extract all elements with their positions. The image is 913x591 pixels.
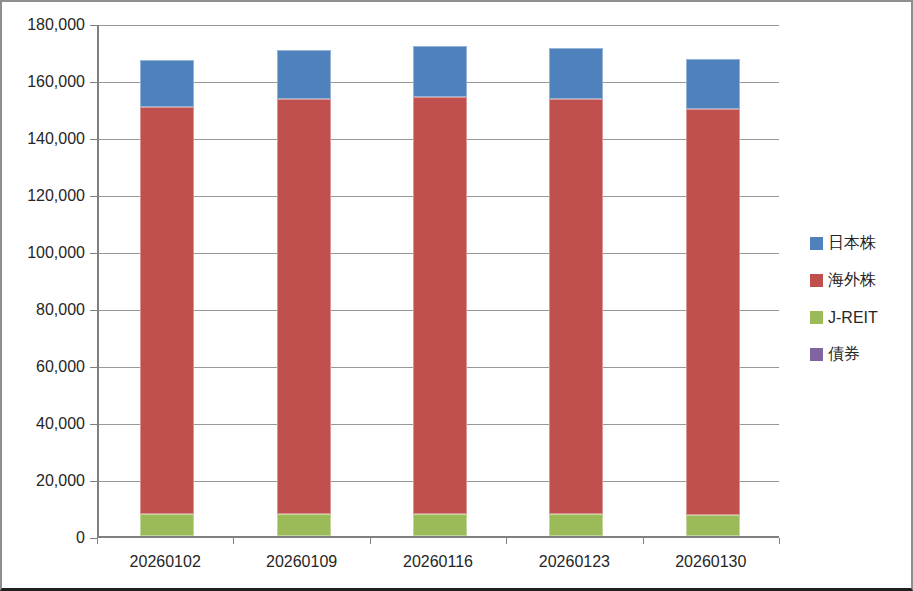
legend-item-債券[interactable]: 債券 xyxy=(810,336,878,373)
legend: 日本株海外株 J-REIT 債券 xyxy=(810,225,878,373)
bar-column-20260123 xyxy=(508,25,644,536)
y-axis-tick xyxy=(90,424,97,425)
y-axis-tick xyxy=(90,310,97,311)
stacked-bar xyxy=(686,59,740,536)
bar-segment-J-REIT[interactable] xyxy=(413,514,467,537)
bar-column-20260130 xyxy=(645,25,781,536)
y-axis-tick-label: 0 xyxy=(10,529,85,547)
bar-segment-海外株[interactable] xyxy=(413,97,467,514)
y-axis-tick xyxy=(90,25,97,26)
x-axis-category-label: 20260123 xyxy=(539,553,610,571)
bar-segment-J-REIT[interactable] xyxy=(686,515,740,536)
legend-item-日本株[interactable]: 日本株 xyxy=(810,225,878,262)
bar-segment-日本株[interactable] xyxy=(140,60,194,108)
y-axis-tick-label: 100,000 xyxy=(10,244,85,262)
bar-segment-海外株[interactable] xyxy=(277,99,331,513)
bar-column-20260109 xyxy=(235,25,371,536)
legend-label: J-REIT xyxy=(828,309,878,327)
legend-item-海外株[interactable]: 海外株 xyxy=(810,262,878,299)
legend-label: 債券 xyxy=(828,344,860,365)
y-axis-tick xyxy=(90,196,97,197)
x-axis-tick xyxy=(643,538,644,544)
bar-segment-日本株[interactable] xyxy=(549,48,603,99)
y-axis-tick-label: 80,000 xyxy=(10,301,85,319)
bar-column-20260116 xyxy=(372,25,508,536)
legend-label: 海外株 xyxy=(828,270,876,291)
stacked-bar xyxy=(549,48,603,536)
legend-swatch-icon xyxy=(810,274,823,287)
x-axis-tick xyxy=(779,538,780,544)
x-axis-category-label: 20260102 xyxy=(130,553,201,571)
x-axis-category-label: 20260116 xyxy=(403,553,473,571)
y-axis-tick-label: 120,000 xyxy=(10,187,85,205)
x-axis-tick xyxy=(97,538,98,544)
legend-label: 日本株 xyxy=(828,233,876,254)
y-axis-tick xyxy=(90,253,97,254)
y-axis-tick-label: 20,000 xyxy=(10,472,85,490)
legend-item-J-REIT[interactable]: J-REIT xyxy=(810,299,878,336)
bar-segment-日本株[interactable] xyxy=(686,59,740,109)
y-axis-tick xyxy=(90,139,97,140)
y-axis-tick xyxy=(90,538,97,539)
bar-segment-日本株[interactable] xyxy=(413,46,467,97)
y-axis-tick xyxy=(90,481,97,482)
y-axis-tick-label: 40,000 xyxy=(10,415,85,433)
stacked-bar xyxy=(277,50,331,536)
stacked-bar-chart: 0 20,000 40,000 60,000 80,000 100,000 120,000 1… xyxy=(0,0,913,591)
y-axis-tick-label: 140,000 xyxy=(10,130,85,148)
stacked-bar xyxy=(140,60,194,537)
x-axis-tick xyxy=(370,538,371,544)
y-axis-tick xyxy=(90,367,97,368)
plot-area xyxy=(97,25,779,538)
x-axis-tick xyxy=(506,538,507,544)
stacked-bar xyxy=(413,46,467,536)
bar-segment-J-REIT[interactable] xyxy=(277,514,331,537)
bar-segment-海外株[interactable] xyxy=(686,109,740,515)
bar-segment-J-REIT[interactable] xyxy=(140,514,194,536)
bar-segment-日本株[interactable] xyxy=(277,50,331,99)
legend-swatch-icon xyxy=(810,311,823,324)
legend-swatch-icon xyxy=(810,348,823,361)
y-axis-tick-label: 160,000 xyxy=(10,73,85,91)
x-axis-tick xyxy=(233,538,234,544)
y-axis-tick-label: 180,000 xyxy=(10,16,85,34)
legend-swatch-icon xyxy=(810,237,823,250)
bar-column-20260102 xyxy=(99,25,235,536)
bar-segment-海外株[interactable] xyxy=(140,107,194,514)
x-axis-category-label: 20260130 xyxy=(675,553,746,571)
y-axis-tick-label: 60,000 xyxy=(10,358,85,376)
x-axis-category-label: 20260109 xyxy=(266,553,337,571)
y-axis-tick xyxy=(90,82,97,83)
bar-segment-J-REIT[interactable] xyxy=(549,514,603,536)
bar-segment-海外株[interactable] xyxy=(549,99,603,514)
